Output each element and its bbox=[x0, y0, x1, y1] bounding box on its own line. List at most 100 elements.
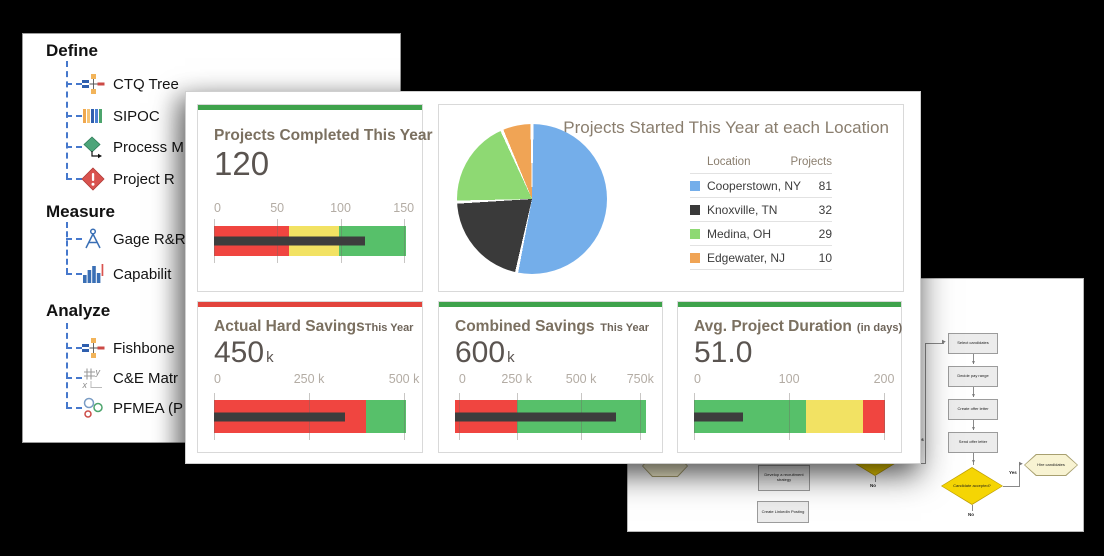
dashboard-window[interactable]: Projects Completed This Year 120 0 50 100 1… bbox=[185, 91, 921, 464]
legend-row: Knoxville, TN 32 bbox=[690, 197, 832, 221]
legend-header-location: Location bbox=[707, 156, 751, 168]
kpi-value-suffix: k bbox=[507, 349, 515, 366]
axis-tick bbox=[640, 393, 642, 440]
axis-tick-label: 750k bbox=[626, 372, 654, 386]
axis-tick-label: 0 bbox=[214, 201, 221, 215]
legend-swatch bbox=[690, 180, 700, 191]
tree-branch bbox=[66, 273, 82, 275]
kpi-value: 450 bbox=[214, 336, 265, 369]
axis-tick bbox=[404, 393, 406, 440]
axis-tick-label: 500 k bbox=[388, 372, 420, 386]
bullet-band bbox=[214, 219, 406, 263]
pie-legend: Location Projects Cooperstown, NY 81 Kno… bbox=[690, 151, 832, 270]
arrowhead-down-icon: ▼ bbox=[971, 426, 976, 432]
bullet-axis: 0 100 200 bbox=[694, 372, 894, 388]
legend-value: 10 bbox=[818, 250, 832, 265]
legend-value: 32 bbox=[818, 202, 832, 217]
axis-tick-label: 250 k bbox=[501, 372, 532, 386]
legend-row: Medina, OH 29 bbox=[690, 221, 832, 245]
svg-text:x: x bbox=[82, 380, 88, 390]
sidebar-item-label: CTQ Tree bbox=[113, 75, 179, 93]
legend-header-row: Location Projects bbox=[690, 151, 832, 173]
flow-terminal-hire-candidates: Hire candidates bbox=[1024, 454, 1078, 476]
flow-connector bbox=[875, 476, 876, 482]
tree-branch bbox=[66, 377, 82, 379]
bullet-chart-hard-savings: 0 250 k 500 k bbox=[214, 372, 419, 440]
sidebar-item-fishbone[interactable]: Fishbone bbox=[81, 335, 175, 361]
flow-connector bbox=[973, 453, 974, 465]
bullet-band bbox=[694, 393, 886, 440]
kpi-card-actual-hard-savings: Actual Hard Savings This Year 450 k 0 250 … bbox=[197, 301, 423, 453]
sidebar-item-label: PFMEA (P bbox=[113, 399, 184, 417]
card-accent-bar bbox=[439, 302, 662, 307]
sidebar-item-sipoc[interactable]: SIPOC bbox=[81, 103, 160, 129]
tree-branch bbox=[66, 83, 82, 85]
card-period: This Year bbox=[600, 322, 649, 334]
ce-matrix-icon: y x bbox=[81, 366, 105, 390]
axis-tick-label: 50 bbox=[270, 201, 285, 215]
arrowhead-down-icon: ▼ bbox=[971, 459, 976, 465]
axis-tick-label: 100 bbox=[330, 201, 351, 215]
legend-label: Cooperstown, NY bbox=[707, 178, 802, 193]
sidebar-item-label: Project R bbox=[113, 170, 175, 188]
flow-step-decide-pay-range: Decide pay range bbox=[948, 366, 998, 387]
sidebar-item-project-risk[interactable]: Project R bbox=[81, 166, 175, 192]
flow-connector bbox=[1019, 465, 1020, 486]
section-header-analyze: Analyze bbox=[46, 301, 111, 320]
hexagon-fill bbox=[1025, 455, 1077, 475]
legend-swatch bbox=[690, 228, 700, 239]
legend-swatch bbox=[690, 204, 700, 215]
arrowhead-right-icon: ▶ bbox=[942, 339, 946, 345]
sidebar-item-process-map[interactable]: Process M bbox=[81, 134, 184, 160]
legend-header-projects: Projects bbox=[790, 156, 832, 168]
sidebar-item-capability[interactable]: Capabilit bbox=[81, 261, 171, 287]
legend-label: Edgewater, NJ bbox=[707, 250, 786, 265]
flow-label-yes: Yes bbox=[1009, 470, 1017, 475]
sidebar-item-ctq-tree[interactable]: CTQ Tree bbox=[81, 71, 179, 97]
bullet-chart-projects-completed: 0 50 100 150 bbox=[214, 201, 414, 263]
bullet-zone bbox=[863, 400, 885, 433]
flow-connector bbox=[1003, 486, 1020, 487]
legend-row: Edgewater, NJ 10 bbox=[690, 245, 832, 269]
bullet-axis: 0 250 k 500 k 750k bbox=[455, 372, 654, 388]
axis-tick bbox=[789, 393, 791, 440]
sidebar-item-pfmea[interactable]: PFMEA (P bbox=[81, 395, 183, 421]
card-title: Actual Hard Savings bbox=[214, 318, 365, 335]
tree-rail bbox=[66, 222, 68, 274]
project-risk-icon bbox=[81, 167, 105, 191]
kpi-card-combined-savings: Combined Savings This Year 600 k 0 250 k 50… bbox=[438, 301, 663, 453]
sidebar-item-ce-matrix[interactable]: y x C&E Matr bbox=[81, 365, 179, 391]
kpi-value-suffix: k bbox=[266, 349, 274, 366]
bullet-chart-avg-duration: 0 100 200 bbox=[694, 372, 894, 440]
sidebar-item-label: Fishbone bbox=[113, 339, 175, 357]
kpi-value: 51.0 bbox=[694, 336, 753, 369]
flow-connector bbox=[925, 343, 926, 464]
flow-decision-candidate-accepted: Candidate accepted? bbox=[941, 467, 1003, 505]
axis-tick-label: 250 k bbox=[293, 372, 325, 386]
sidebar-item-label: SIPOC bbox=[113, 107, 160, 125]
flow-connector bbox=[973, 354, 974, 364]
kpi-value: 120 bbox=[214, 145, 270, 182]
card-accent-bar bbox=[678, 302, 901, 307]
card-accent-bar bbox=[198, 302, 422, 307]
bullet-measure-bar bbox=[214, 236, 366, 246]
kpi-card-avg-project-duration: Avg. Project Duration (in days) 51.0 0 10… bbox=[677, 301, 902, 453]
bullet-chart-combined-savings: 0 250 k 500 k 750k bbox=[455, 372, 654, 440]
flow-step-create-linkedin-posting: Create LinkedIn Posting bbox=[757, 501, 809, 523]
flow-label-no: No bbox=[870, 483, 876, 488]
axis-tick-label: 200 bbox=[873, 372, 895, 386]
pie-card-projects-started: Projects Started This Year at each Locat… bbox=[438, 104, 904, 292]
pie-card-title: Projects Started This Year at each Locat… bbox=[563, 118, 889, 137]
sidebar-item-label: C&E Matr bbox=[113, 369, 179, 387]
tree-branch bbox=[66, 178, 82, 180]
bullet-measure-bar bbox=[214, 412, 345, 421]
sidebar-item-gage-rr[interactable]: Gage R&R bbox=[81, 226, 186, 252]
bullet-measure-bar bbox=[455, 412, 617, 421]
card-title: Combined Savings bbox=[455, 318, 595, 335]
bullet-band bbox=[455, 393, 646, 440]
axis-tick bbox=[403, 219, 405, 263]
pie-chart bbox=[457, 124, 607, 274]
axis-tick-label: 0 bbox=[694, 372, 701, 386]
tree-rail bbox=[66, 61, 68, 179]
